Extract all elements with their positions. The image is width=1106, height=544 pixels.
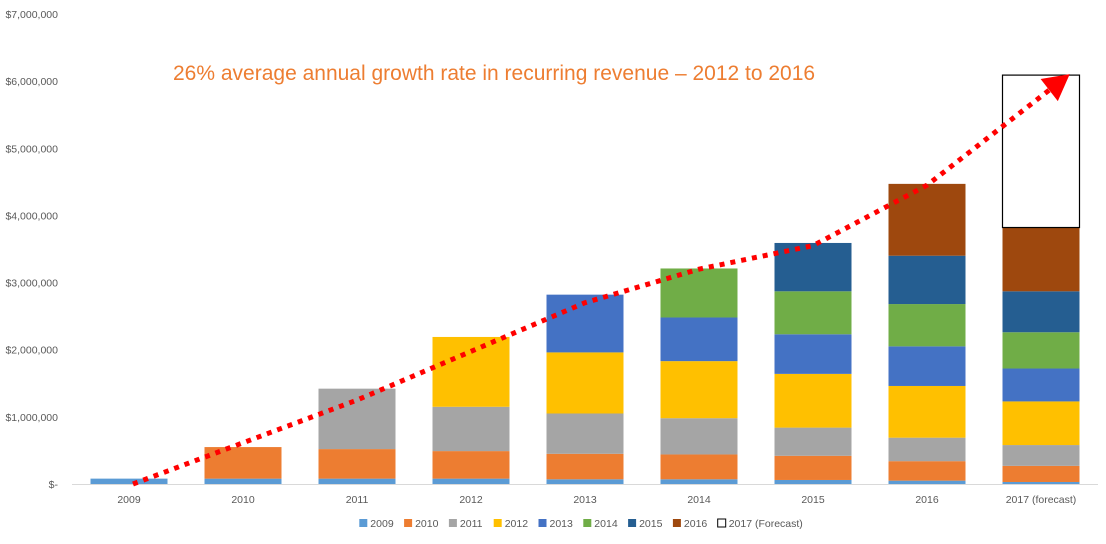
legend-swatch bbox=[404, 519, 413, 527]
bar-segment bbox=[660, 454, 738, 480]
bar-segment bbox=[546, 413, 624, 454]
bar-segment bbox=[660, 418, 738, 455]
bar-segment bbox=[546, 453, 624, 480]
legend-item: 2013 bbox=[538, 518, 574, 530]
y-tick-label: $6,000,000 bbox=[5, 76, 58, 88]
legend-label: 2011 bbox=[460, 518, 483, 530]
y-tick-label: $3,000,000 bbox=[5, 278, 58, 290]
x-tick-label: 2016 bbox=[915, 494, 939, 506]
y-tick-label: $- bbox=[49, 479, 59, 491]
bar-segment bbox=[660, 317, 738, 362]
legend: 2009 2010 2011 2012 2013 2014 2015 2016 2017 (Fo… bbox=[359, 518, 803, 530]
y-tick-label: $1,000,000 bbox=[5, 412, 58, 424]
bar-segment bbox=[204, 478, 282, 484]
legend-item: 2014 bbox=[583, 518, 618, 530]
legend-item: 2010 bbox=[404, 518, 439, 530]
y-tick-label: $7,000,000 bbox=[5, 9, 58, 21]
bar-segment bbox=[774, 479, 852, 484]
bar-segment bbox=[318, 388, 396, 450]
bar-segment bbox=[1002, 332, 1080, 369]
legend-swatch bbox=[538, 519, 547, 527]
bar-segment bbox=[660, 479, 738, 484]
bar-segment bbox=[888, 385, 966, 438]
bar-segment bbox=[888, 461, 966, 481]
bar-segment bbox=[1002, 445, 1080, 466]
y-tick-label: $4,000,000 bbox=[5, 210, 58, 222]
legend-label: 2009 bbox=[370, 518, 394, 530]
bar-segment bbox=[774, 334, 852, 374]
bar-segment bbox=[888, 304, 966, 347]
y-tick-label: $5,000,000 bbox=[5, 143, 58, 155]
legend-label: 2015 bbox=[639, 518, 663, 530]
bar-segment bbox=[318, 478, 396, 484]
legend-label: 2010 bbox=[415, 518, 439, 530]
legend-swatch bbox=[359, 519, 368, 527]
legend-swatch bbox=[717, 518, 727, 528]
y-tick-label: $2,000,000 bbox=[5, 345, 58, 357]
x-axis: 2009 2010 2011 2012 2013 2014 2015 2016 2017 (fo… bbox=[72, 484, 1098, 506]
bar-segment bbox=[546, 352, 624, 414]
legend-label: 2017 (Forecast) bbox=[729, 518, 803, 530]
bar-segment bbox=[774, 455, 852, 480]
legend-item: 2011 bbox=[448, 518, 483, 530]
legend-label: 2013 bbox=[550, 518, 574, 530]
bar-segment bbox=[546, 479, 624, 484]
growth-annotation: 26% average annual growth rate in recurr… bbox=[173, 62, 815, 85]
x-tick-label: 2009 bbox=[117, 494, 141, 506]
trend-arrowhead bbox=[1040, 74, 1070, 102]
legend-item: 2016 bbox=[672, 518, 708, 530]
bar-segment bbox=[888, 480, 966, 484]
bar-segment bbox=[888, 255, 966, 305]
legend-item: 2009 bbox=[359, 518, 394, 530]
legend-item: 2012 bbox=[493, 518, 529, 530]
legend-label: 2014 bbox=[594, 518, 618, 530]
x-tick-label: 2014 bbox=[687, 494, 711, 506]
x-tick-label: 2013 bbox=[573, 494, 597, 506]
legend-label: 2016 bbox=[684, 518, 708, 530]
x-tick-label: 2011 bbox=[346, 494, 369, 506]
bar-segment bbox=[888, 183, 966, 256]
legend-swatch bbox=[493, 519, 502, 527]
x-tick-label: 2012 bbox=[459, 494, 483, 506]
bar-segment bbox=[432, 451, 510, 479]
y-axis: $- $1,000,000 $2,000,000 $3,000,000 $4,000,0… bbox=[5, 9, 58, 491]
bar-segment bbox=[1002, 291, 1080, 333]
x-tick-label: 2017 (forecast) bbox=[1006, 494, 1077, 506]
bar-segment bbox=[1001, 74, 1081, 229]
legend-swatch bbox=[583, 519, 592, 527]
bar-segment bbox=[432, 406, 510, 452]
x-tick-label: 2010 bbox=[231, 494, 255, 506]
legend-swatch bbox=[448, 519, 457, 527]
legend-item: 2015 bbox=[628, 518, 663, 530]
bar-segment bbox=[1002, 465, 1080, 482]
bar-segment bbox=[660, 268, 738, 318]
bar-segment bbox=[660, 361, 738, 419]
trend-line bbox=[132, 75, 1067, 487]
bar-segment bbox=[1002, 227, 1080, 292]
bar-segment bbox=[90, 478, 168, 484]
bar-segment bbox=[318, 449, 396, 479]
bar-segment bbox=[1002, 368, 1080, 402]
growth-trend-arrow bbox=[132, 74, 1070, 487]
bar-segment bbox=[774, 291, 852, 335]
legend-item: 2017 (Forecast) bbox=[717, 518, 803, 530]
bar-segment bbox=[1002, 401, 1080, 446]
x-tick-label: 2015 bbox=[801, 494, 825, 506]
legend-swatch bbox=[672, 519, 681, 527]
bar-stacks bbox=[90, 74, 1081, 484]
bar-segment bbox=[888, 437, 966, 462]
bar-segment bbox=[432, 478, 510, 484]
bar-segment bbox=[888, 346, 966, 386]
bar-segment bbox=[774, 427, 852, 456]
bar-segment bbox=[1002, 481, 1080, 484]
legend-swatch bbox=[628, 519, 637, 527]
bar-segment bbox=[774, 373, 852, 428]
legend-label: 2012 bbox=[505, 518, 529, 530]
bar-segment bbox=[432, 336, 510, 407]
